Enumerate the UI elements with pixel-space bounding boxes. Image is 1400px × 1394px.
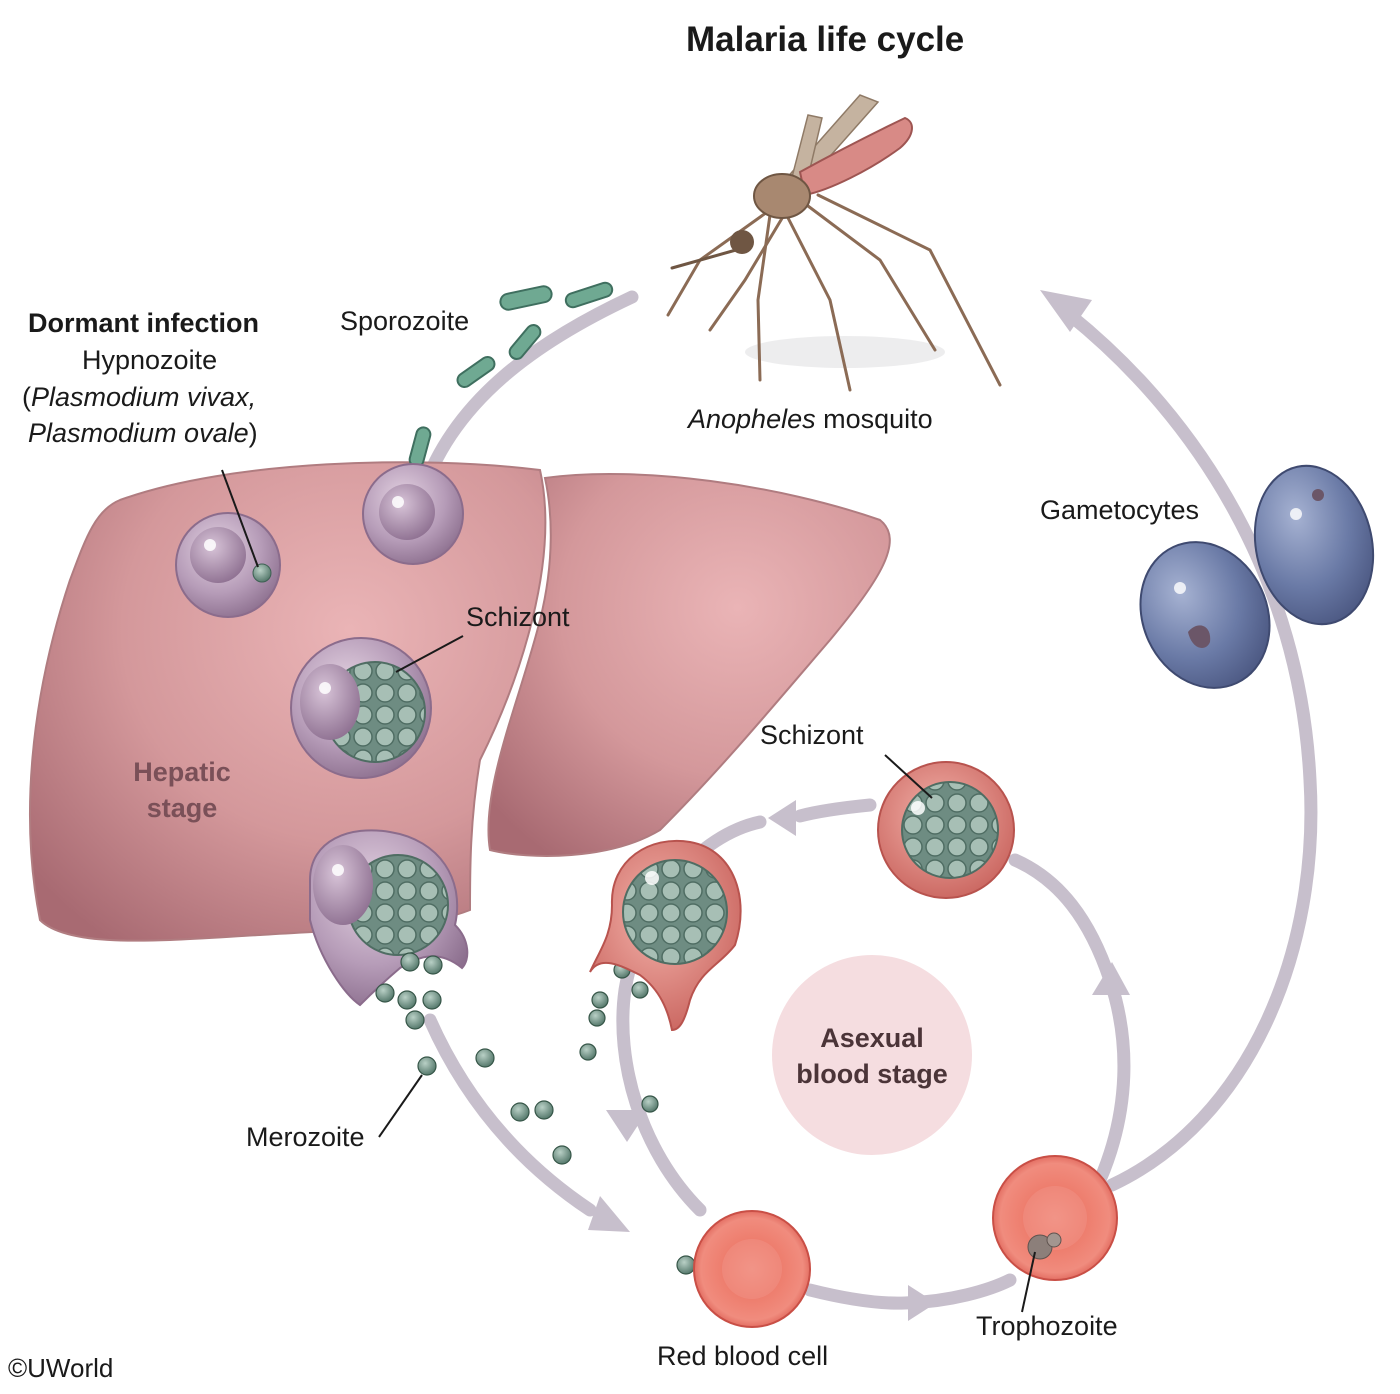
merozoite-dot xyxy=(641,1095,659,1113)
arrowhead-merozoite xyxy=(588,1196,630,1232)
rbc-schizont-rupturing xyxy=(589,839,742,1032)
merozoite-dot xyxy=(405,1010,425,1030)
hepatocyte-dormant xyxy=(175,512,281,618)
hypnozoite-dot xyxy=(252,563,272,583)
hepatocyte-infected xyxy=(362,463,464,565)
asexual-stage-circle xyxy=(772,955,972,1155)
merozoite-dot xyxy=(588,1009,606,1027)
red-blood-cell xyxy=(693,1210,811,1328)
red-blood-cell-label: Red blood cell xyxy=(657,1341,829,1371)
merozoite-dot xyxy=(375,983,395,1003)
sporozoite-shape xyxy=(564,281,614,309)
arrowhead-loop-left xyxy=(606,1110,648,1142)
merozoite-dot xyxy=(591,991,609,1009)
plasmodium-ovale-label: Plasmodium ovale xyxy=(28,418,249,448)
liver-right-lobe xyxy=(487,473,891,857)
hepatocyte-rupturing xyxy=(309,829,469,1007)
merozoite-dot xyxy=(631,981,649,999)
sporozoite-label: Sporozoite xyxy=(340,306,470,336)
leader-line-hypnozoite xyxy=(221,469,259,568)
gametocyte-lower xyxy=(1139,541,1271,689)
hepatic-stage-label: Hepatic stage xyxy=(108,756,256,825)
asexual-loop-top xyxy=(793,798,877,823)
gametocyte-arrow xyxy=(1063,308,1318,1192)
anopheles-label: Anopheles xyxy=(688,404,816,434)
dormant-infection-heading: Dormant infection xyxy=(28,308,260,338)
merozoite-dot xyxy=(417,1056,437,1076)
asexual-blood-stage-label: Asexual blood stage xyxy=(772,1022,972,1091)
merozoite-dot xyxy=(423,955,443,975)
leader-line-schizont-liver xyxy=(395,635,464,673)
schizont-blood-label: Schizont xyxy=(760,720,864,750)
asexual-line2: blood stage xyxy=(796,1059,948,1090)
merozoite-dot xyxy=(422,990,442,1010)
gametocytes-label: Gametocytes xyxy=(1040,495,1200,525)
arrowhead-loop-top xyxy=(768,800,796,836)
leader-line-trophozoite xyxy=(1021,1251,1036,1313)
sporozoite-shape xyxy=(456,355,496,389)
copyright-notice: ©UWorld xyxy=(8,1353,114,1383)
asexual-line1: Asexual xyxy=(820,1023,924,1053)
merozoite-dot xyxy=(534,1100,554,1120)
leader-line-merozoite xyxy=(378,1074,423,1138)
merozoites xyxy=(375,952,696,1275)
sporozoite-shape xyxy=(508,324,542,360)
rbc-trophozoite xyxy=(992,1155,1118,1281)
merozoite-dot xyxy=(475,1048,495,1068)
species-line-1: (Plasmodium vivax, xyxy=(22,381,256,413)
sporozoites xyxy=(408,281,614,468)
merozoite-dot xyxy=(579,1043,597,1061)
merozoite-dot xyxy=(400,952,420,972)
close-paren: ) xyxy=(248,418,258,448)
arrowhead-loop-bottom xyxy=(908,1285,936,1321)
hepatic-stage-line1: Hepatic xyxy=(133,757,231,787)
schizont-liver-label: Schizont xyxy=(466,602,570,632)
merozoite-dot xyxy=(552,1145,572,1165)
hepatic-stage-line2: stage xyxy=(146,793,218,824)
anopheles-mosquito-illustration xyxy=(666,94,1002,392)
liver-left-lobe xyxy=(29,461,547,942)
open-paren: ( xyxy=(22,382,31,412)
plasmodium-vivax-label: Plasmodium vivax, xyxy=(31,382,257,412)
mosquito-word: mosquito xyxy=(815,404,933,434)
hepatocyte-schizont xyxy=(290,637,432,779)
leader-line-schizont-blood xyxy=(884,754,933,799)
liver xyxy=(29,461,891,942)
trophozoite-label: Trophozoite xyxy=(976,1311,1118,1341)
asexual-loop-right xyxy=(1008,853,1131,1187)
gametocyte-upper xyxy=(1253,464,1375,626)
leader-lines xyxy=(221,469,1036,1313)
mosquito-label: Anopheles mosquito xyxy=(688,403,933,435)
sporozoite-shape xyxy=(499,285,553,311)
hypnozoite-label: Hypnozoite xyxy=(82,345,218,375)
arrowhead-loop-right xyxy=(1092,962,1130,995)
merozoite-label: Merozoite xyxy=(246,1122,365,1152)
diagram-title: Malaria life cycle xyxy=(686,20,965,59)
merozoite-dot xyxy=(397,990,417,1010)
merozoite-arrow xyxy=(423,1013,597,1217)
species-line-2: Plasmodium ovale) xyxy=(28,417,258,449)
arrowhead-gametocyte xyxy=(1040,290,1092,332)
asexual-loop-bottom xyxy=(803,1273,1017,1310)
rbc-schizont xyxy=(877,761,1015,899)
merozoite-dot xyxy=(510,1102,530,1122)
merozoite-dot xyxy=(676,1255,696,1275)
